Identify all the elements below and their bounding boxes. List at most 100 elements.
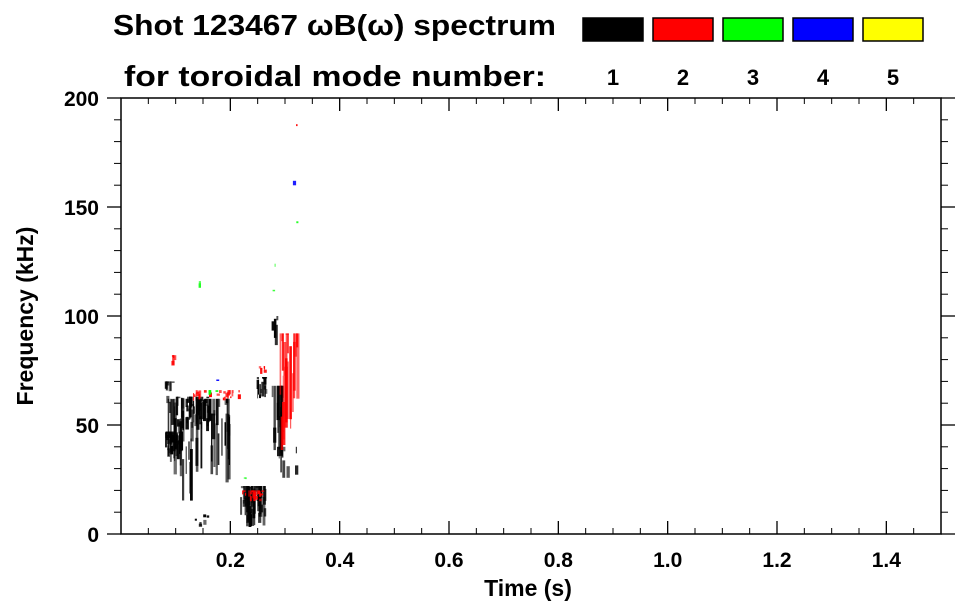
spectral-mark-mode-2 [226,391,229,399]
spectral-mark-mode-1 [198,398,202,420]
spectral-mark-mode-1 [258,512,262,523]
spectral-mark-mode-1 [262,497,266,526]
spectral-mark-mode-1 [169,398,172,462]
spectral-mark-mode-1 [277,446,281,457]
spectral-mark-mode-1 [217,433,220,465]
spectral-mark-mode-1 [165,381,167,390]
spectral-mark-mode-2 [194,394,196,397]
spectral-mark-mode-1 [295,446,297,454]
spectral-mark-mode-1 [295,465,299,475]
spectral-mark-mode-1 [182,398,185,442]
spectral-mark-mode-1 [176,440,180,460]
spectral-mark-mode-1 [206,398,209,427]
spectral-mark-mode-1 [271,321,275,331]
spectral-mark-mode-1 [166,431,168,433]
spectral-mark-mode-3 [296,221,299,224]
spectral-mark-mode-1 [225,413,229,483]
spectral-mark-mode-1 [165,431,169,439]
spectral-mark-mode-1 [262,486,266,505]
spectral-mark-mode-2 [296,124,298,127]
spectral-mark-mode-3 [198,283,201,288]
spectral-mark-mode-1 [192,404,195,423]
y-axis-label: Frequency (kHz) [12,227,38,406]
legend-label-mode-5: 5 [887,65,899,90]
spectral-mark-mode-1 [167,398,170,456]
x-tick-label: 0.2 [216,549,245,572]
spectral-mark-mode-2 [174,355,177,361]
spectral-mark-mode-1 [177,435,180,445]
spectral-mark-mode-1 [264,389,268,394]
spectral-mark-mode-3 [215,390,219,392]
spectral-mark-mode-4 [216,379,220,381]
spectral-mark-mode-1 [254,486,257,492]
spectral-mark-mode-1 [201,396,204,402]
spectral-mark-mode-1 [199,416,202,425]
spectral-mark-mode-1 [200,422,203,469]
spectral-mark-mode-2 [253,492,257,499]
spectral-mark-mode-1 [276,316,279,321]
spectral-mark-mode-1 [256,379,259,389]
spectral-mark-mode-2 [203,390,207,393]
spectral-mark-mode-2 [296,333,300,399]
spectral-mark-mode-2 [172,355,175,365]
spectral-mark-mode-1 [273,385,276,451]
spectral-mark-mode-1 [194,414,198,427]
spectral-mark-mode-2 [263,366,266,369]
spectral-mark-mode-2 [294,333,297,357]
spectral-mark-mode-1 [175,396,179,416]
spectral-mark-mode-1 [259,384,261,396]
spectral-mark-mode-2 [238,390,240,393]
spectral-mark-mode-1 [176,396,179,406]
spectral-mark-mode-3 [198,281,201,284]
spectral-mark-mode-3 [272,289,276,292]
spectral-mark-mode-3 [243,477,246,479]
spectral-mark-mode-1 [169,401,171,413]
spectral-mark-mode-2 [198,390,202,398]
spectral-mark-mode-1 [240,486,245,489]
spectral-mark-mode-1 [191,409,194,428]
spectral-mark-mode-1 [260,388,263,393]
spectral-mark-mode-1 [190,421,194,442]
spectral-mark-mode-1 [280,385,284,432]
y-tick-label: 0 [87,524,99,547]
x-tick-label: 1.4 [872,549,902,572]
spectral-mark-mode-2 [261,490,265,492]
spectral-mark-mode-1 [168,381,172,392]
spectral-mark-mode-2 [281,333,284,342]
spectral-mark-mode-2 [284,366,288,428]
spectral-mark-mode-2 [263,369,267,373]
spectral-mark-mode-1 [166,381,170,386]
spectral-mark-mode-2 [243,490,246,492]
spectral-mark-mode-1 [276,402,280,421]
x-tick-label: 1.2 [762,549,791,572]
spectral-mark-mode-2 [259,498,262,502]
spectral-mark-mode-1 [194,518,197,521]
spectral-mark-mode-1 [203,514,207,518]
spectral-mark-mode-1 [186,405,189,412]
spectral-mark-mode-1 [259,486,263,498]
spectral-mark-mode-1 [173,402,177,475]
spectral-mark-mode-2 [255,490,258,496]
spectral-mark-mode-1 [282,460,286,478]
spectral-mark-mode-1 [185,446,187,474]
spectral-mark-mode-2 [209,392,212,398]
spectral-mark-mode-2 [282,402,286,445]
legend-label-mode-3: 3 [747,65,759,90]
spectral-mark-mode-2 [245,492,247,496]
spectral-mark-mode-4 [292,180,297,186]
spectrogram-marks [164,124,300,527]
spectral-mark-mode-2 [248,490,251,497]
spectral-mark-mode-2 [196,391,200,397]
spectral-mark-mode-1 [188,408,191,420]
spectral-mark-mode-1 [243,486,247,500]
legend-swatch-mode-5 [862,17,924,42]
spectral-mark-mode-1 [263,377,267,385]
spectral-mark-mode-1 [189,461,191,494]
spectral-mark-mode-2 [259,491,261,497]
spectral-mark-mode-1 [211,413,213,462]
spectral-mark-mode-3 [245,477,247,480]
spectral-mark-mode-1 [246,486,250,513]
spectral-mark-mode-2 [285,333,289,335]
spectral-mark-mode-1 [283,446,286,452]
spectral-mark-mode-1 [240,497,243,515]
